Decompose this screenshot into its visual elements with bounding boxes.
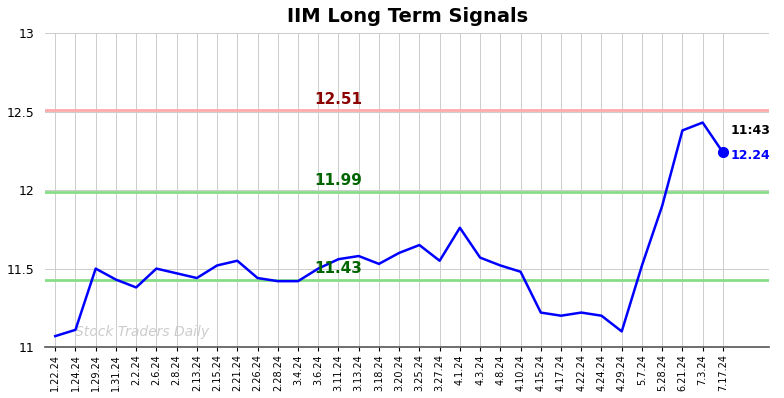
Text: 12.51: 12.51 — [314, 92, 362, 107]
Text: 12.24: 12.24 — [731, 149, 771, 162]
Text: 11.99: 11.99 — [314, 174, 362, 188]
Text: 11.43: 11.43 — [314, 261, 362, 276]
Title: IIM Long Term Signals: IIM Long Term Signals — [287, 7, 528, 26]
Text: 11:43: 11:43 — [731, 123, 771, 137]
Text: Stock Traders Daily: Stock Traders Daily — [75, 325, 209, 339]
